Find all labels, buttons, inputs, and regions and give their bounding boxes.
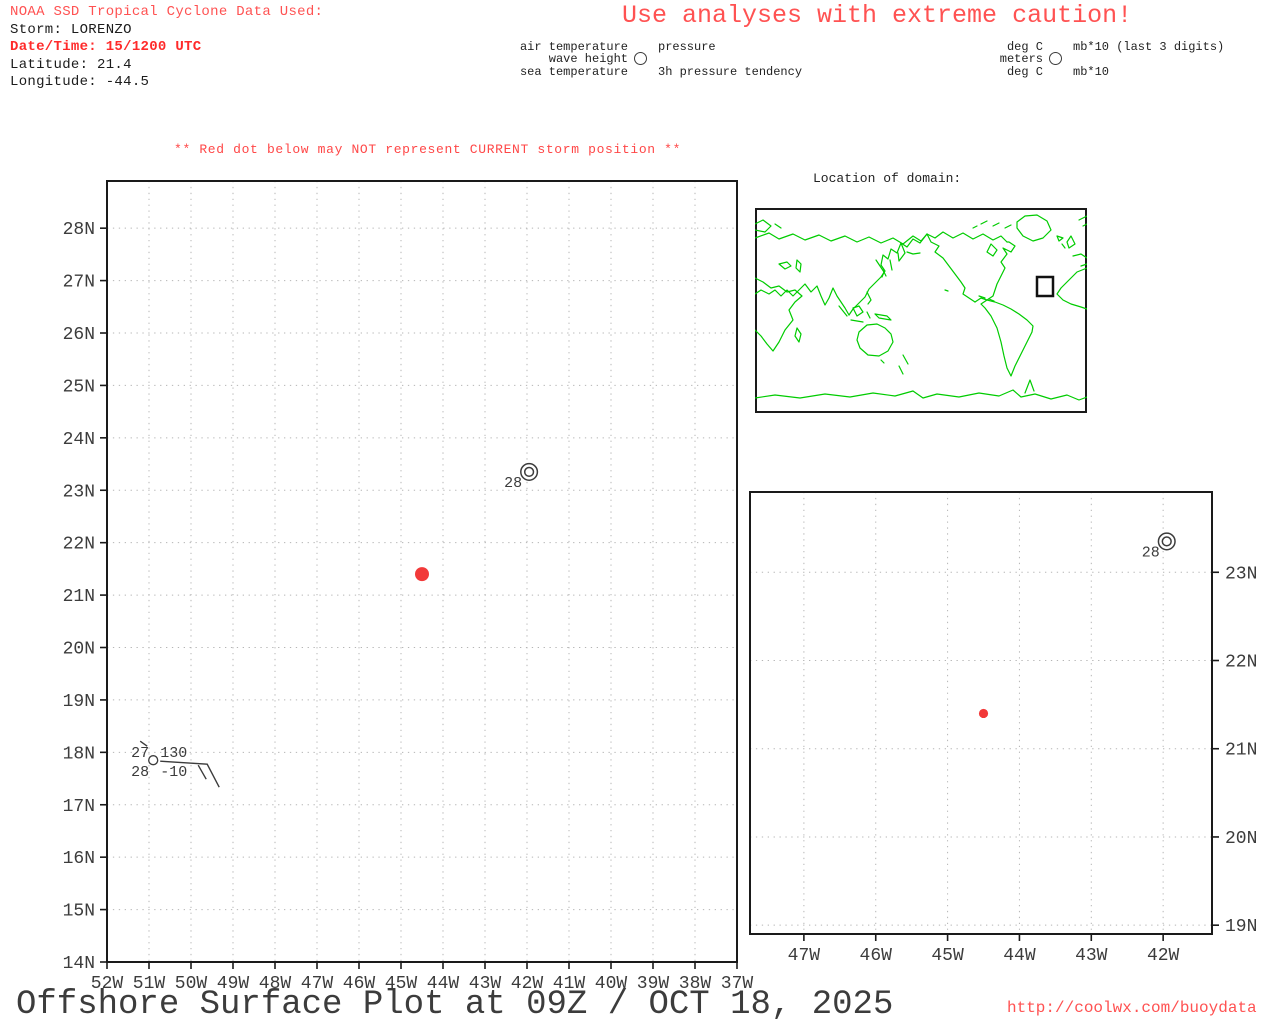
longitude-line: Longitude: -44.5	[10, 74, 150, 90]
legend-wave-units: meters	[999, 52, 1043, 66]
y-tick-label: 22N	[63, 535, 95, 555]
buoy-sea-temp-value: 28	[504, 475, 522, 492]
station-sea-temp-value: 28	[131, 764, 149, 781]
station-model-legend-units: deg C mb*10 (last 3 digits) meters deg C…	[985, 40, 1224, 78]
latitude-line: Latitude: 21.4	[10, 56, 132, 73]
y-tick-label: 14N	[63, 954, 95, 974]
x-tick-label: 44W	[1003, 946, 1036, 966]
y-tick-label: 24N	[63, 430, 95, 450]
data-source-line: NOAA SSD Tropical Cyclone Data Used:	[10, 4, 324, 20]
station-model-legend-vars: air temperature pressure wave height sea…	[516, 40, 802, 78]
legend-tendency-units: mb*10	[1073, 64, 1110, 79]
x-tick-label: 47W	[788, 946, 821, 966]
y-tick-label: 25N	[63, 377, 95, 397]
y-tick-label: 21N	[63, 587, 95, 607]
station-pressure-value: 130	[160, 745, 187, 762]
storm-position-warning: ** Red dot below may NOT represent CURRE…	[174, 142, 682, 157]
legend-air-units: deg C	[1006, 39, 1043, 54]
source-url-link[interactable]: http://coolwx.com/buoydata	[1007, 999, 1257, 1017]
station-tendency-value: -10	[160, 764, 187, 781]
x-tick-label: 39W	[637, 974, 670, 994]
plot-frame	[106, 180, 738, 963]
y-tick-label: 20N	[1225, 829, 1257, 849]
x-tick-label: 43W	[469, 974, 502, 994]
x-tick-label: 48W	[259, 974, 292, 994]
plot-frame	[749, 491, 1213, 935]
x-tick-label: 51W	[133, 974, 166, 994]
x-tick-label: 50W	[175, 974, 208, 994]
buoy-symbol-inner-circle	[523, 466, 535, 478]
world-map-inset	[755, 208, 1087, 413]
y-tick-label: 23N	[1225, 564, 1257, 584]
y-tick-label: 15N	[63, 902, 95, 922]
world-map-frame	[755, 208, 1087, 413]
x-tick-label: 52W	[91, 974, 124, 994]
x-tick-label: 43W	[1075, 946, 1108, 966]
y-tick-label: 26N	[63, 325, 95, 345]
legend-tendency-label: 3h pressure tendency	[658, 64, 803, 79]
x-tick-label: 49W	[217, 974, 250, 994]
legend-sea-units: deg C	[1006, 64, 1043, 79]
x-tick-label: 41W	[553, 974, 586, 994]
x-tick-label: 44W	[427, 974, 460, 994]
y-tick-label: 20N	[63, 640, 95, 660]
x-tick-label: 42W	[511, 974, 544, 994]
y-tick-label: 16N	[63, 849, 95, 869]
y-tick-label: 17N	[63, 797, 95, 817]
x-tick-label: 42W	[1147, 946, 1180, 966]
wind-barb	[139, 740, 220, 788]
coastlines	[755, 214, 1087, 401]
y-tick-label: 21N	[1225, 741, 1257, 761]
storm-position-dot	[415, 567, 429, 582]
x-tick-label: 45W	[385, 974, 418, 994]
y-tick-label: 22N	[1225, 653, 1257, 673]
legend-sea-temp-label: sea temperature	[519, 64, 628, 79]
caution-banner: Use analyses with extreme caution!	[622, 1, 1133, 30]
datetime-line: Date/Time: 15/1200 UTC	[10, 39, 202, 55]
x-tick-label: 37W	[721, 974, 754, 994]
x-tick-label: 38W	[679, 974, 712, 994]
buoy-symbol-outer-circle	[520, 462, 539, 481]
y-tick-label: 28N	[63, 220, 95, 240]
legend-pressure-label: pressure	[658, 39, 716, 54]
y-tick-label: 18N	[63, 744, 95, 764]
storm-position-dot	[978, 708, 989, 719]
storm-info-block: NOAA SSD Tropical Cyclone Data Used: Sto…	[10, 4, 323, 92]
buoy-symbol-inner-circle	[1161, 536, 1172, 547]
buoy-symbol-outer-circle	[1157, 532, 1176, 551]
x-tick-label: 40W	[595, 974, 628, 994]
y-tick-label: 23N	[63, 482, 95, 502]
domain-map-title: Location of domain:	[813, 171, 962, 186]
main-plot-canvas: 52W 51W 50W 49W 48W 47W 46W 45W 44W 43W 42W 41W 40W 3…	[63, 180, 753, 994]
legend-wave-height-label: wave height	[548, 52, 628, 66]
station-air-temp-value: 27	[131, 745, 149, 762]
x-tick-label: 46W	[860, 946, 893, 966]
zoom-inset-canvas: 47W 46W 45W 44W 43W 42W 19N 20N 21N 22N 23N 28	[749, 491, 1257, 966]
legend-pressure-units: mb*10 (last 3 digits)	[1073, 39, 1225, 54]
x-tick-label: 46W	[343, 974, 376, 994]
y-tick-label: 19N	[1225, 917, 1257, 937]
legend-air-temp-label: air temperature	[519, 39, 628, 54]
y-tick-label: 27N	[63, 273, 95, 293]
storm-name-line: Storm: LORENZO	[10, 21, 132, 38]
x-tick-label: 45W	[931, 946, 964, 966]
station-symbol-circle	[148, 755, 159, 766]
station-circle-icon	[1048, 52, 1062, 66]
buoy-sea-temp-value: 28	[1142, 544, 1160, 561]
x-tick-label: 47W	[301, 974, 334, 994]
domain-extent-box	[1035, 275, 1055, 298]
station-circle-icon	[633, 52, 647, 66]
y-tick-label: 19N	[63, 692, 95, 712]
plot-title: Offshore Surface Plot at 09Z / OCT 18, 2…	[16, 986, 894, 1024]
